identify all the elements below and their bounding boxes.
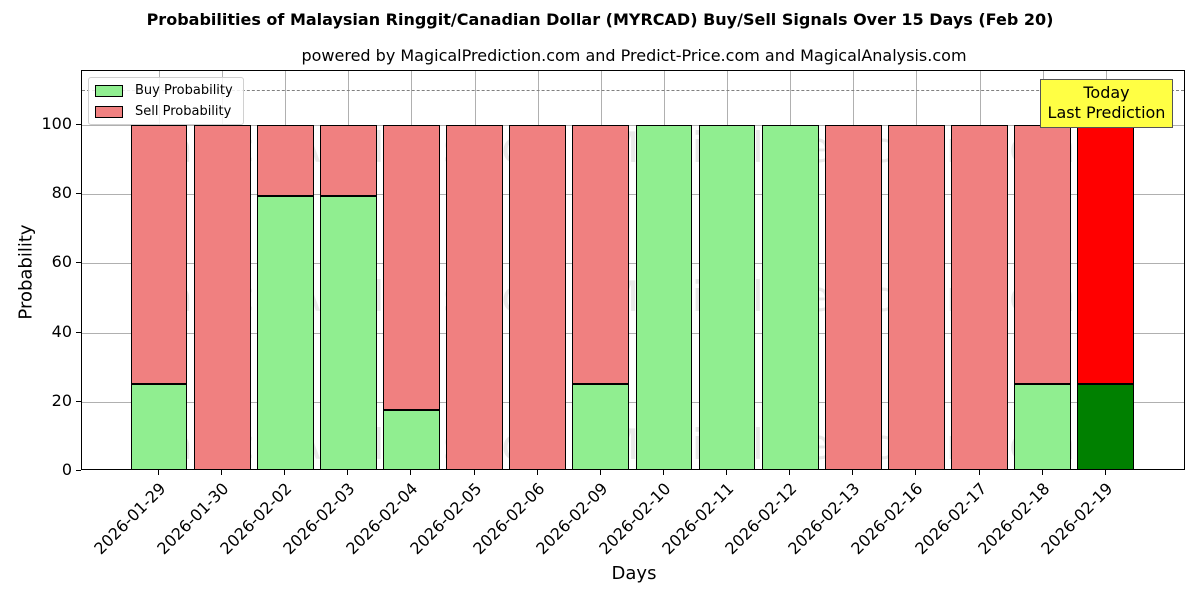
bar-sell [1014, 124, 1072, 385]
y-tick [76, 123, 81, 125]
buy-swatch-icon [95, 84, 123, 97]
reference-line [82, 90, 1184, 92]
bar-sell [824, 124, 882, 469]
bar-buy [635, 124, 693, 469]
y-tick [76, 193, 81, 195]
x-tick [347, 470, 349, 475]
sell-swatch-icon [95, 105, 123, 118]
x-tick [599, 470, 601, 475]
x-tick [1104, 470, 1106, 475]
bar-buy [572, 384, 630, 469]
gridline-horizontal [82, 194, 1184, 196]
gridline-horizontal [82, 401, 1184, 403]
y-tick [76, 470, 81, 471]
y-tick-label: 100 [41, 113, 72, 133]
y-tick-label: 40 [51, 321, 72, 341]
y-tick-label: 20 [51, 390, 72, 410]
annotation-line2: Last Prediction [1047, 103, 1166, 122]
x-tick [158, 470, 159, 475]
bar-sell [256, 124, 314, 197]
legend-buy-label: Buy Probability [135, 83, 233, 98]
gridline-horizontal [82, 263, 1184, 265]
x-tick [536, 470, 538, 475]
legend-item-buy: Buy Probability [95, 83, 233, 98]
bar-sell [319, 124, 377, 197]
bar-buy [698, 124, 756, 469]
x-tick [726, 470, 728, 475]
bar-sell [888, 124, 945, 469]
x-tick [662, 470, 664, 475]
bar-sell [1077, 124, 1135, 385]
bar-buy [1014, 384, 1072, 469]
plot-area: MagicalAnalysis.comMagicalPrediction.com… [81, 70, 1185, 470]
bar-sell [446, 124, 503, 469]
bar-sell [951, 124, 1008, 469]
gridline-horizontal [82, 332, 1184, 334]
chart-title: Probabilities of Malaysian Ringgit/Canad… [146, 10, 1054, 29]
legend-sell-label: Sell Probability [135, 104, 232, 119]
x-tick [978, 470, 980, 475]
bar-sell [130, 124, 188, 385]
x-tick [284, 470, 286, 475]
bar-buy [761, 124, 819, 469]
y-axis-label: Probability [15, 224, 37, 320]
gridline-horizontal [82, 124, 1184, 126]
y-tick-label: 80 [51, 183, 72, 203]
annotation-line1: Today [1083, 83, 1130, 102]
bar-buy [383, 410, 440, 469]
bar-buy [256, 196, 314, 469]
bar-sell [383, 124, 440, 411]
x-tick [410, 470, 412, 475]
bar-sell [193, 124, 251, 469]
x-tick [789, 470, 791, 475]
x-tick [852, 470, 854, 475]
x-tick [1041, 470, 1043, 475]
chart-subtitle: powered by MagicalPrediction.com and Pre… [301, 46, 967, 65]
bar-buy [1077, 384, 1135, 469]
bar-sell [572, 124, 630, 385]
x-tick [473, 470, 475, 475]
y-tick [76, 400, 81, 402]
x-axis-label: Days [611, 563, 657, 584]
today-annotation: Today Last Prediction [1040, 79, 1173, 128]
bar-sell [509, 124, 567, 469]
bar-buy [319, 196, 377, 469]
bar-buy [130, 384, 188, 469]
y-tick [76, 262, 81, 264]
x-tick [915, 470, 917, 475]
y-tick-label: 60 [51, 252, 72, 272]
x-tick [221, 470, 223, 475]
y-tick [76, 331, 81, 333]
legend-item-sell: Sell Probability [95, 104, 231, 119]
y-tick-label: 0 [61, 460, 72, 479]
legend: Buy Probability Sell Probability [88, 77, 244, 125]
